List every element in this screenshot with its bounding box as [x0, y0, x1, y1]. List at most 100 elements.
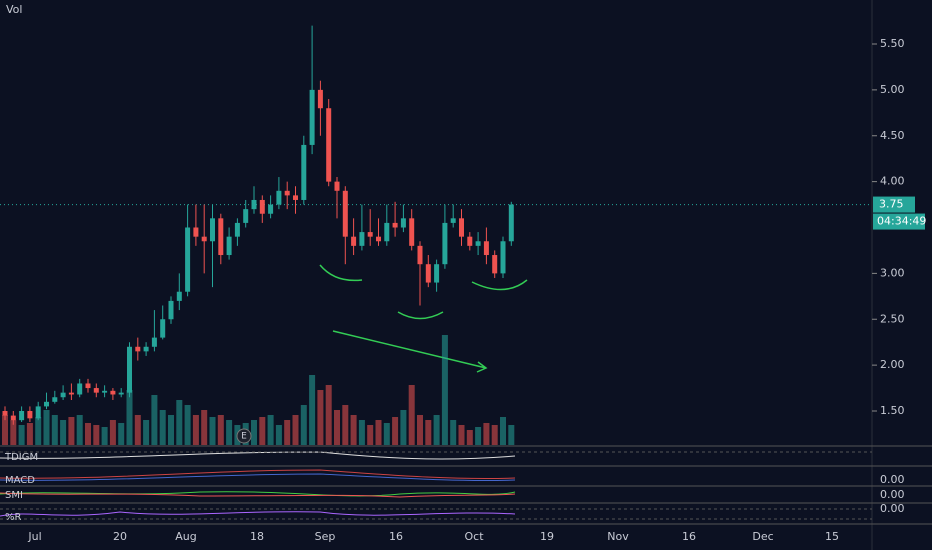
candle-body [376, 236, 381, 242]
candle-body [342, 190, 348, 237]
candle-body [309, 89, 315, 145]
candle-body [317, 89, 323, 109]
candle-body [251, 199, 257, 210]
candle-body [160, 319, 166, 338]
candle-body [259, 199, 265, 214]
y-tick-label: 2.00 [880, 358, 905, 371]
x-tick-label: 16 [682, 530, 696, 543]
candle-body [508, 204, 514, 242]
indicator-name: TDIGM [4, 452, 38, 463]
volume-bar [267, 415, 274, 445]
macd-line [0, 469, 516, 480]
indicator-lines [0, 451, 872, 520]
indicator-value: 0.00 [880, 502, 905, 515]
candle-body [475, 241, 481, 246]
volume-bar [35, 417, 42, 445]
candle-body [176, 291, 182, 301]
r-line [0, 511, 516, 517]
x-tick-label: 16 [389, 530, 403, 543]
y-tick-label: 4.00 [880, 175, 905, 188]
drawn-curve [397, 311, 444, 320]
candle-body [459, 218, 464, 237]
volume-bar [226, 420, 233, 445]
candle-body [201, 236, 207, 242]
volume-bar [325, 385, 332, 445]
candle-body [10, 415, 16, 421]
candle-body [500, 241, 506, 274]
volume-bar [60, 420, 67, 445]
candle-body [77, 383, 83, 395]
candle-body [60, 392, 66, 398]
macd-signal [0, 473, 516, 482]
volume-bar [441, 335, 448, 445]
candle-body [425, 264, 431, 283]
volume-bar [408, 385, 415, 445]
volume-bar [425, 420, 432, 445]
volume-bar [375, 420, 382, 445]
x-tick-label: Sep [315, 530, 336, 543]
candle-body [351, 236, 357, 246]
candle-body [35, 406, 41, 419]
candle-body [384, 222, 390, 242]
volume-bar [76, 415, 83, 445]
volume-bar [68, 417, 75, 445]
x-tick-label: 20 [113, 530, 127, 543]
volume-bar [192, 415, 199, 445]
volume-bar [309, 375, 316, 445]
candle-body [359, 232, 365, 246]
candle-body [284, 190, 290, 196]
volume-bar [26, 423, 33, 445]
smi-signal [0, 492, 516, 498]
x-tick-label: 19 [540, 530, 554, 543]
drawn-arrow [332, 330, 488, 373]
volume-bar [93, 425, 100, 445]
y-tick-label: 3.00 [880, 266, 905, 279]
volume-bar [383, 423, 390, 445]
volume-bar [417, 415, 423, 445]
y-tick-label: 5.50 [880, 37, 905, 50]
volume-bar [168, 415, 174, 445]
volume-bar [201, 410, 208, 445]
candle-body [301, 144, 307, 200]
candle-body [127, 346, 132, 393]
candle-body [442, 222, 448, 265]
volume-bar [184, 405, 191, 445]
x-tick-label: Aug [175, 530, 196, 543]
volume-bar [85, 423, 91, 445]
candle-body [409, 218, 415, 246]
countdown: 04:34:49 [877, 215, 926, 228]
candle-body [234, 222, 240, 237]
y-tick-label: 4.50 [880, 129, 905, 142]
candle-body [218, 218, 224, 256]
drawn-curve [319, 264, 363, 282]
volume-bar [176, 400, 183, 445]
volume-bar [392, 417, 399, 445]
volume-bar [259, 417, 266, 445]
volume-bar [134, 415, 141, 445]
drawn-curve [471, 279, 528, 291]
candle-body [27, 411, 33, 419]
candle-body [102, 390, 108, 393]
candle-body [226, 236, 232, 256]
volume-bar [400, 410, 407, 445]
x-tick-label: Oct [464, 530, 484, 543]
volume-bar [475, 427, 482, 445]
earnings-marker: E [241, 432, 247, 442]
candle-body [268, 204, 274, 214]
volume-bar [466, 430, 473, 445]
volume-bar [284, 420, 291, 445]
candle-body [110, 390, 116, 395]
candle-body [151, 337, 157, 347]
candle-body [168, 300, 174, 320]
volume-bar [109, 420, 116, 445]
volume-bar [334, 410, 340, 445]
y-tick-label: 2.50 [880, 312, 905, 325]
volume-bar [367, 425, 374, 445]
y-tick-label: 5.00 [880, 83, 905, 96]
volume-bar [458, 425, 465, 445]
volume-bar [118, 423, 125, 445]
candle-body [276, 190, 282, 205]
indicator-name: SMI [5, 490, 23, 501]
indicator-levels [0, 451, 872, 520]
